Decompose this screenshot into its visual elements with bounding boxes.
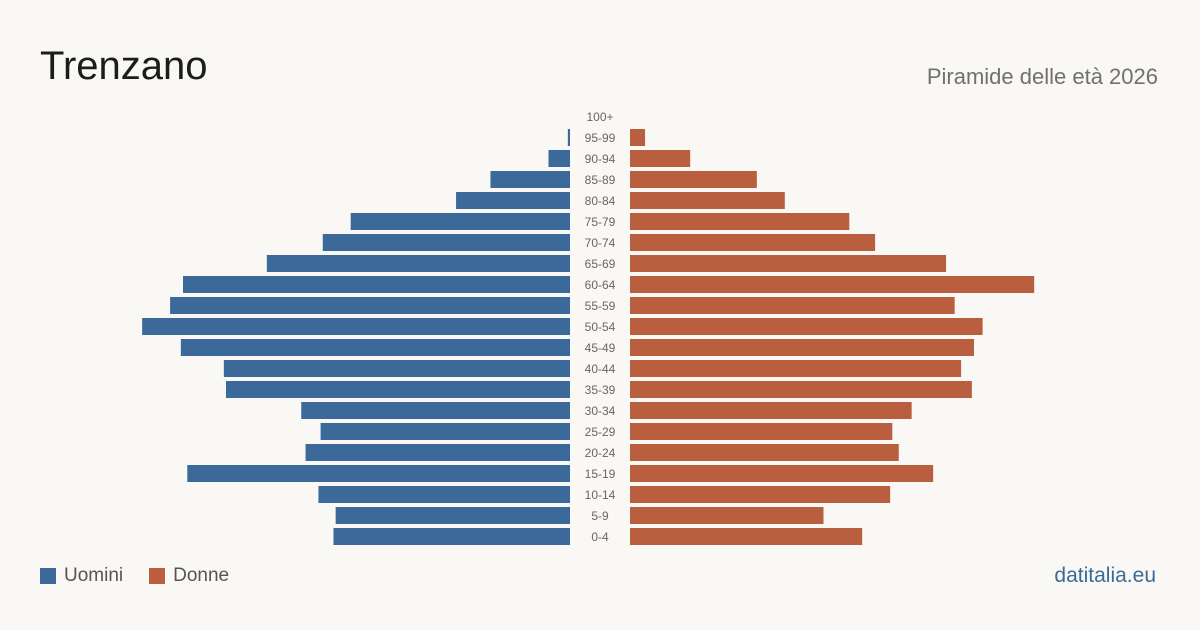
bar-female-55-59 [630, 297, 955, 314]
age-label-65-69: 65-69 [585, 257, 616, 271]
age-label-45-49: 45-49 [585, 341, 616, 355]
brand-link[interactable]: datitalia.eu [1054, 564, 1156, 587]
bar-female-75-79 [630, 213, 850, 230]
bar-female-90-94 [630, 150, 691, 167]
age-label-5-9: 5-9 [591, 509, 609, 523]
legend-swatch-female [149, 568, 166, 584]
bar-female-20-24 [630, 444, 899, 461]
bar-male-65-69 [266, 255, 570, 272]
age-label-90-94: 90-94 [585, 152, 616, 166]
bar-male-85-89 [490, 171, 570, 188]
age-label-60-64: 60-64 [585, 278, 616, 292]
bar-female-45-49 [630, 339, 974, 356]
age-label-75-79: 75-79 [585, 215, 616, 229]
bar-female-35-39 [630, 381, 972, 398]
bar-female-95-99 [630, 129, 646, 146]
age-label-50-54: 50-54 [585, 320, 616, 334]
age-label-30-34: 30-34 [585, 404, 616, 418]
age-label-15-19: 15-19 [585, 467, 616, 481]
bar-male-50-54 [142, 318, 570, 335]
chart-legend: Uomini Donne [40, 564, 255, 588]
bar-male-5-9 [335, 507, 570, 524]
age-label-100+: 100+ [586, 110, 613, 124]
bar-male-70-74 [322, 234, 570, 251]
legend-label-female: Donne [173, 565, 230, 586]
legend-label-male: Uomini [64, 565, 124, 586]
bar-female-10-14 [630, 486, 891, 503]
age-label-70-74: 70-74 [585, 236, 616, 250]
bar-male-20-24 [305, 444, 570, 461]
bar-female-70-74 [630, 234, 876, 251]
age-label-10-14: 10-14 [585, 488, 616, 502]
bar-female-50-54 [630, 318, 983, 335]
bar-male-30-34 [301, 402, 570, 419]
bar-male-80-84 [456, 192, 570, 209]
bar-male-40-44 [223, 360, 570, 377]
age-label-35-39: 35-39 [585, 383, 616, 397]
bar-male-55-59 [170, 297, 570, 314]
legend-item-female: Donne [149, 564, 229, 588]
bar-male-95-99 [567, 129, 570, 146]
age-label-95-99: 95-99 [585, 131, 616, 145]
legend-item-male: Uomini [40, 564, 123, 588]
bar-male-90-94 [548, 150, 570, 167]
bar-male-10-14 [318, 486, 570, 503]
legend-swatch-male [40, 568, 56, 584]
age-label-40-44: 40-44 [585, 362, 616, 376]
bar-male-45-49 [180, 339, 570, 356]
bar-female-65-69 [630, 255, 947, 272]
bar-female-25-29 [630, 423, 893, 440]
bar-male-75-79 [350, 213, 570, 230]
bar-female-60-64 [630, 276, 1035, 293]
chart-subtitle: Piramide delle età 2026 [926, 64, 1158, 89]
age-label-80-84: 80-84 [585, 194, 616, 208]
age-label-55-59: 55-59 [585, 299, 616, 313]
bar-female-15-19 [630, 465, 934, 482]
bar-female-30-34 [630, 402, 912, 419]
bar-male-0-4 [333, 528, 570, 545]
bar-female-85-89 [630, 171, 757, 188]
bar-male-35-39 [226, 381, 570, 398]
bar-male-25-29 [320, 423, 570, 440]
bar-male-15-19 [187, 465, 571, 482]
bar-female-80-84 [630, 192, 785, 209]
age-label-85-89: 85-89 [585, 173, 616, 187]
age-label-20-24: 20-24 [585, 446, 616, 460]
age-label-0-4: 0-4 [591, 530, 609, 544]
bar-male-60-64 [183, 276, 570, 293]
bar-female-5-9 [630, 507, 824, 524]
page-title: Trenzano [40, 44, 208, 88]
bar-female-40-44 [630, 360, 962, 377]
age-label-25-29: 25-29 [585, 425, 616, 439]
bar-female-0-4 [630, 528, 863, 545]
